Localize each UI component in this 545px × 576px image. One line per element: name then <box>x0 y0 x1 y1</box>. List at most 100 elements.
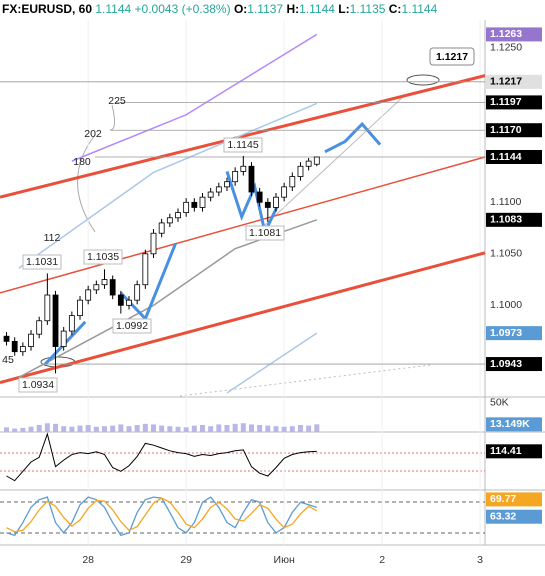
price-badge-label: 63.32 <box>490 510 516 522</box>
candle-body <box>175 212 181 219</box>
annotation: 1.1035 <box>87 251 119 263</box>
annotation: 1.0934 <box>22 379 54 391</box>
annotation: 1.1145 <box>227 139 258 151</box>
candle-body <box>232 171 239 183</box>
price-badge <box>486 357 542 372</box>
volume-bar <box>61 426 67 432</box>
overlay-line <box>18 102 318 269</box>
price-badge-label: 69.77 <box>490 493 516 505</box>
candle-body <box>126 299 132 306</box>
annotation: 112 <box>44 232 61 244</box>
candle-body <box>191 201 198 208</box>
candle-body <box>240 165 247 172</box>
volume-bar <box>53 423 59 432</box>
annotation: 45 <box>2 354 14 366</box>
y-tick-label: 1.1050 <box>490 248 522 260</box>
h-key: H: <box>286 2 300 16</box>
cci-line <box>6 432 317 482</box>
candle-body <box>60 330 67 347</box>
c-key: C: <box>388 2 402 16</box>
candle-body <box>158 222 165 234</box>
candle-body <box>224 181 230 188</box>
c-value: 1.1144 <box>401 2 438 16</box>
annotation: 1.1081 <box>249 227 281 239</box>
overlay-line <box>18 219 318 379</box>
volume-bar <box>118 424 124 432</box>
callout: 1.1217 <box>436 51 468 63</box>
volume-bar <box>297 425 303 432</box>
volume-bar <box>126 426 132 432</box>
h-value: 1.1144 <box>299 2 335 16</box>
price-badge <box>486 74 542 89</box>
annotation: 180 <box>73 156 91 168</box>
volume-bar <box>110 425 116 432</box>
candle-body <box>142 253 149 286</box>
change: +0.0043 (+0.38%) <box>134 2 231 16</box>
volume-bar <box>289 426 295 432</box>
volume-bar <box>306 425 312 432</box>
annotation: 225 <box>108 95 126 107</box>
volume-bar <box>240 423 246 432</box>
l-key: L: <box>338 2 350 16</box>
annotation-box <box>245 225 285 241</box>
price-badge <box>486 509 542 524</box>
volume-bar <box>191 425 197 432</box>
price-badge-label: 114.41 <box>490 445 522 457</box>
price-badge <box>486 123 542 138</box>
overlay-line <box>225 170 279 237</box>
volume-bar <box>28 426 34 432</box>
volume-bar <box>281 426 287 432</box>
stoch-line <box>6 497 318 533</box>
candle-body <box>44 294 51 322</box>
x-tick-label: 3 <box>477 554 483 566</box>
price-badge-label: 1.1263 <box>490 28 522 40</box>
candle-body <box>52 294 59 347</box>
annotation-box <box>112 318 152 334</box>
volume-bar <box>248 424 254 432</box>
x-tick-label: 28 <box>82 554 94 566</box>
volume-bar <box>183 427 189 432</box>
volume-bar <box>224 425 230 432</box>
volume-bar <box>232 423 238 432</box>
candle-body <box>305 160 312 167</box>
price-badge <box>486 212 542 227</box>
volume-bar <box>151 424 157 432</box>
annotation-box <box>223 137 263 153</box>
volume-bar <box>44 423 50 432</box>
overlay-line <box>71 33 318 162</box>
candle-body <box>273 196 279 208</box>
candle-body <box>199 196 206 208</box>
candle-body <box>36 320 43 335</box>
volume-bar <box>36 425 42 432</box>
price-badge <box>486 149 542 164</box>
candle-body <box>183 201 190 214</box>
overlay-line <box>0 156 486 294</box>
annotation: 1.0992 <box>116 320 148 332</box>
overlay-line <box>0 251 486 385</box>
candle-body <box>3 335 10 342</box>
candle-body <box>166 217 173 224</box>
price-badge-label: 1.1083 <box>490 214 522 226</box>
candle-body <box>85 289 92 301</box>
overlay-line <box>226 332 318 394</box>
volume-bar <box>273 426 279 432</box>
volume-bar <box>4 427 10 432</box>
candle-body <box>19 346 26 353</box>
candle-body <box>313 156 320 165</box>
volume-bar <box>167 426 173 432</box>
x-tick-label: 2 <box>379 554 385 566</box>
volume-bar <box>159 425 165 432</box>
y-tick-label: 50K <box>490 397 509 409</box>
annotation-box <box>18 377 58 393</box>
y-tick-label: 1.1100 <box>490 196 521 208</box>
price-badge <box>486 27 542 42</box>
annotation: 202 <box>84 128 102 140</box>
volume-bar <box>12 428 18 432</box>
candle-body <box>93 284 100 291</box>
candle-body <box>11 340 18 353</box>
annotation-box <box>22 254 62 270</box>
price-badge <box>486 444 542 459</box>
volume-bar <box>257 425 263 432</box>
price-badge-label: 13.149K <box>490 418 530 430</box>
